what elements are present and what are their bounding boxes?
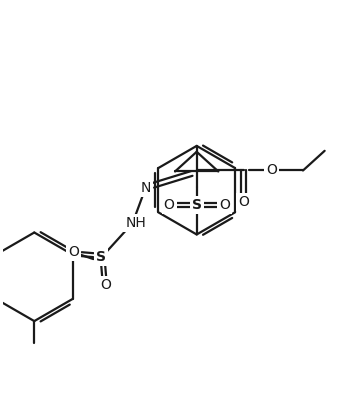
Text: O: O — [219, 198, 230, 212]
Text: S: S — [96, 250, 106, 264]
Text: O: O — [164, 198, 175, 212]
Text: O: O — [68, 245, 79, 259]
Text: O: O — [101, 278, 112, 292]
Text: N: N — [140, 181, 151, 195]
Text: S: S — [192, 198, 202, 212]
Text: NH: NH — [125, 216, 146, 230]
Text: O: O — [266, 164, 277, 177]
Text: O: O — [239, 195, 249, 209]
